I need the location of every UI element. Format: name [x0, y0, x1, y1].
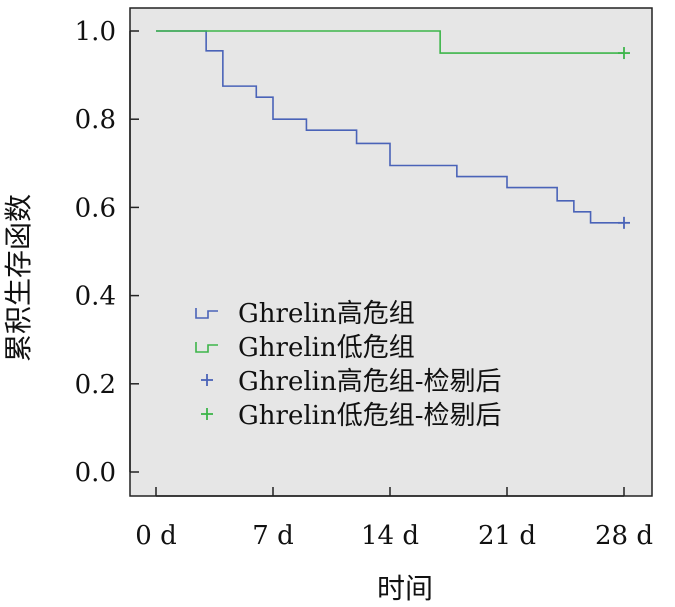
y-tick-label: 0.0: [75, 458, 116, 488]
x-axis: 0 d 7 d 14 d 21 d 28 d: [135, 487, 653, 551]
legend-step-swatch: [195, 342, 218, 353]
legend-label: Ghrelin低危组-检剔后: [238, 401, 502, 431]
y-tick-label: 0.8: [75, 105, 116, 135]
x-tick-label: 7 d: [252, 521, 293, 551]
plot-area: [129, 7, 653, 497]
legend-entry: Ghrelin高危组: [195, 299, 415, 329]
legend-entry: Ghrelin低危组: [195, 333, 415, 363]
legend: Ghrelin高危组 Ghrelin低危组 Ghrelin高危组-检剔后 Ghreli…: [195, 299, 502, 431]
survival-step-line: [156, 30, 624, 54]
y-tick-label: 0.2: [75, 370, 116, 400]
legend-entry: Ghrelin高危组-检剔后: [201, 367, 502, 397]
x-tick-label: 14 d: [361, 521, 419, 551]
survival-step-line: [156, 30, 624, 224]
legend-label: Ghrelin高危组-检剔后: [238, 367, 502, 397]
x-axis-title: 时间: [377, 572, 433, 605]
y-tick-label: 0.6: [75, 193, 116, 223]
x-tick-label: 21 d: [478, 521, 536, 551]
y-axis-title: 累积生存函数: [2, 194, 35, 362]
series-layer: [156, 30, 630, 229]
censor-marker: [618, 47, 630, 60]
legend-label: Ghrelin低危组: [238, 333, 415, 363]
legend-step-swatch: [195, 308, 218, 319]
censor-marker: [618, 216, 630, 229]
legend-label: Ghrelin高危组: [238, 299, 415, 329]
y-axis: 0.0 0.2 0.4 0.6 0.8 1.0: [75, 17, 139, 488]
legend-entry: Ghrelin低危组-检剔后: [201, 401, 502, 431]
y-tick-label: 1.0: [75, 17, 116, 47]
x-tick-label: 0 d: [135, 521, 176, 551]
y-tick-label: 0.4: [75, 282, 116, 312]
x-tick-label: 28 d: [595, 521, 653, 551]
